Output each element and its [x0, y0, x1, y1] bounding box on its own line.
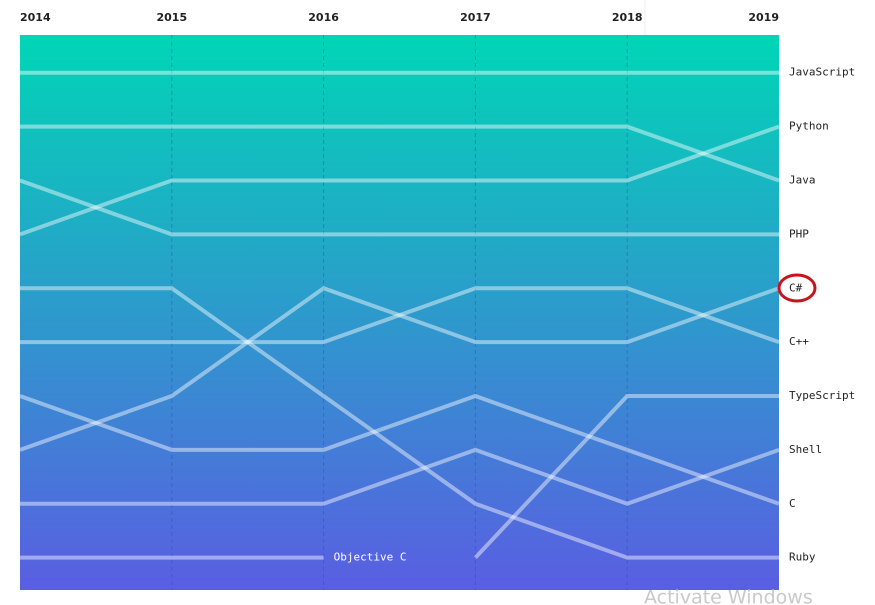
series-line — [19, 393, 780, 506]
series-line — [19, 286, 780, 452]
series-label: PHP — [789, 227, 809, 240]
series-label: TypeScript — [789, 389, 855, 402]
series-line — [20, 286, 780, 345]
x-tick-label: 2019 — [748, 11, 779, 24]
series-label: JavaScript — [789, 66, 855, 79]
x-tick-label: 2015 — [156, 11, 187, 24]
series-label: C — [789, 497, 796, 510]
series-line — [473, 394, 779, 560]
series-line — [19, 178, 779, 237]
x-tick-label: 2018 — [612, 11, 643, 24]
series-label: C# — [789, 281, 803, 294]
x-tick-label: 2014 — [20, 11, 51, 24]
series-line — [20, 447, 780, 506]
series-label: Java — [789, 173, 816, 186]
series-label: Ruby — [789, 551, 816, 564]
watermark: Activate Windows — [644, 587, 813, 605]
series-label: Shell — [789, 443, 822, 456]
highlight-circle — [777, 273, 817, 303]
marks: Objective C — [19, 35, 780, 590]
series-line — [19, 124, 780, 237]
series-line — [20, 124, 780, 183]
series-label: C++ — [789, 335, 809, 348]
series-label: Objective C — [334, 551, 407, 564]
series-line — [20, 286, 779, 560]
x-tick-label: 2017 — [460, 11, 491, 24]
plot-background — [20, 35, 779, 590]
x-tick-label: 2016 — [308, 11, 339, 24]
series-label: Python — [789, 120, 829, 133]
